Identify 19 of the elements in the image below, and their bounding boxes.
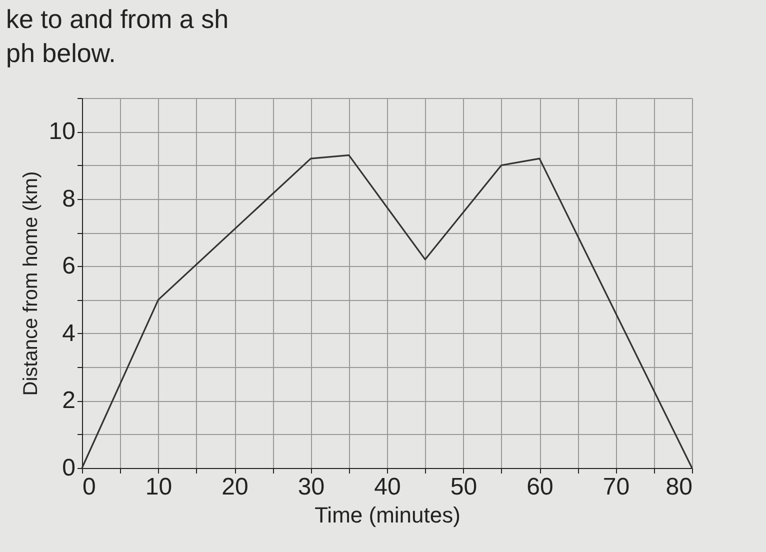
y-tick-label: 10 <box>48 118 76 146</box>
y-tick-label: 8 <box>62 185 76 212</box>
y-tick-label: 6 <box>62 252 76 280</box>
text: ph below. <box>6 37 117 70</box>
x-tick-label: 0 <box>82 474 96 500</box>
y-tick-label: 2 <box>62 387 76 414</box>
x-tick-label: 30 <box>298 474 325 500</box>
x-tick-label: 40 <box>374 474 401 500</box>
y-tick-label: 4 <box>62 320 76 347</box>
y-axis-title: Distance from home (km) <box>20 171 42 396</box>
y-tick-label: 0 <box>62 454 76 482</box>
x-axis-title: Time (minutes) <box>314 502 460 528</box>
x-tick-label: 70 <box>602 474 630 500</box>
x-tick-label: 10 <box>145 474 172 500</box>
x-tick-label: 20 <box>222 474 248 500</box>
text: ke to and from a sh <box>6 3 229 36</box>
x-tick-label: 50 <box>450 474 478 500</box>
x-tick-label: 80 <box>666 474 692 500</box>
x-tick-label: 60 <box>526 474 554 500</box>
